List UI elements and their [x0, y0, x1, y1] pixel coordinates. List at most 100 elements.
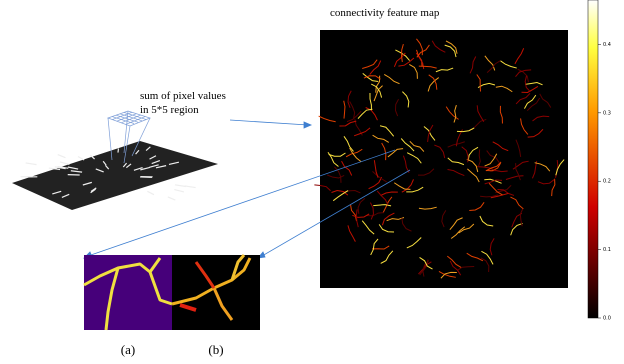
vessel: [525, 82, 543, 86]
vessel: [441, 210, 447, 228]
retina-vessel: [67, 166, 79, 170]
vessel: [357, 108, 373, 119]
vessel: [401, 179, 414, 193]
vessel: [343, 100, 346, 119]
vessel: [366, 212, 385, 217]
colorbar-tick-label: 0.2: [603, 179, 611, 185]
vessel: [387, 148, 404, 158]
vessel: [423, 126, 436, 141]
panel-label: (a): [121, 342, 135, 357]
vessel: [331, 190, 349, 196]
vessel: [500, 60, 517, 69]
vessel: [339, 120, 357, 127]
vessel: [369, 202, 374, 220]
vessel: [445, 106, 459, 120]
vessel: [524, 75, 531, 93]
retina-vessel: [168, 161, 180, 166]
vessel: [401, 44, 404, 62]
retina-vessel: [151, 160, 161, 165]
vessel: [524, 94, 537, 109]
vessel: [515, 69, 532, 77]
vessel: [393, 52, 406, 68]
vessel: [515, 163, 521, 181]
vessel: [401, 217, 412, 232]
feature-map: [320, 30, 568, 288]
annotation-line: in 5*5 region: [140, 104, 199, 116]
retina-vessel: [174, 184, 186, 188]
vessel: [380, 191, 398, 196]
vessel: [476, 105, 485, 122]
vessel: [427, 124, 434, 142]
vessel: [406, 152, 422, 164]
vessel: [527, 128, 544, 138]
vessel: [431, 40, 446, 53]
vessel: [537, 179, 555, 185]
vessel: [362, 59, 378, 70]
vessel: [419, 257, 433, 270]
vessel: [447, 141, 465, 148]
vessel: [347, 90, 352, 108]
vessel: [505, 175, 524, 180]
retina-vessel: [135, 149, 140, 155]
vessel: [353, 127, 371, 137]
vessel: [480, 257, 490, 273]
vessel: [402, 91, 410, 108]
vessel: [447, 157, 465, 166]
colorbar: 0.0 0.1 0.2 0.3 0.4: [587, 0, 611, 322]
retina-vessel: [57, 154, 66, 159]
retina-vessel: [59, 161, 70, 166]
vessel: [486, 60, 501, 73]
retina-vessel: [102, 160, 107, 166]
vessel: [419, 259, 429, 276]
vessel: [327, 152, 339, 167]
vessel: [402, 155, 410, 173]
vessel: [450, 226, 466, 239]
retina-vessel: [149, 155, 157, 160]
vessel: [371, 83, 383, 98]
vessel: [492, 141, 509, 152]
vessel: [515, 139, 522, 158]
vessel: [418, 65, 437, 69]
vessel: [469, 202, 485, 211]
vessel: [484, 55, 496, 71]
vessel: [526, 97, 541, 112]
vessel: [456, 265, 475, 271]
vessel: [467, 168, 480, 183]
retina-vessel: [90, 188, 96, 194]
vessel: [381, 142, 387, 161]
vessel: [345, 148, 363, 158]
vessel: [461, 146, 469, 163]
vessel: [332, 190, 349, 202]
vessel: [416, 44, 430, 58]
retina-vessel: [61, 193, 70, 199]
retina-image: [12, 141, 218, 210]
retina-vessel: [184, 185, 196, 189]
vessel: [341, 160, 353, 176]
vessel: [531, 160, 538, 179]
vessel: [378, 224, 395, 233]
vessel: [314, 184, 331, 192]
retina-vessel: [70, 170, 83, 173]
vessels: [314, 38, 565, 279]
retina-vessel: [149, 164, 159, 168]
vessel: [495, 85, 513, 93]
retina-vessel: [89, 154, 96, 160]
vessel: [427, 77, 440, 92]
vessel: [406, 186, 424, 193]
vessel: [520, 118, 529, 135]
vessel: [376, 190, 389, 206]
retina-vessel: [52, 190, 62, 195]
retina-vessel: [147, 190, 155, 196]
vessel: [489, 238, 495, 256]
vessel: [514, 48, 525, 65]
retina-vessel: [125, 163, 132, 169]
vessel: [369, 60, 382, 75]
retina-vessel: [54, 166, 66, 170]
vessel: [485, 161, 502, 172]
vessel: [428, 74, 438, 90]
vessel: [447, 168, 465, 177]
vessel: [365, 107, 378, 121]
vessel: [488, 182, 503, 196]
vessel: [466, 158, 479, 173]
vessel: [477, 149, 481, 168]
